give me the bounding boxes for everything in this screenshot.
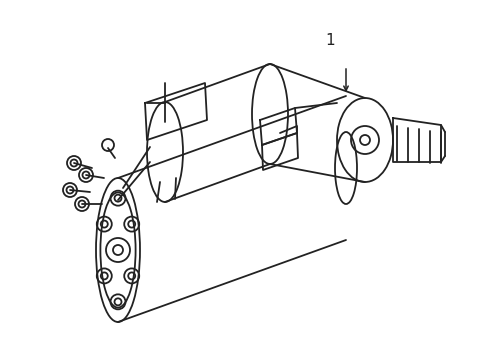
Text: 1: 1 [325,33,334,48]
